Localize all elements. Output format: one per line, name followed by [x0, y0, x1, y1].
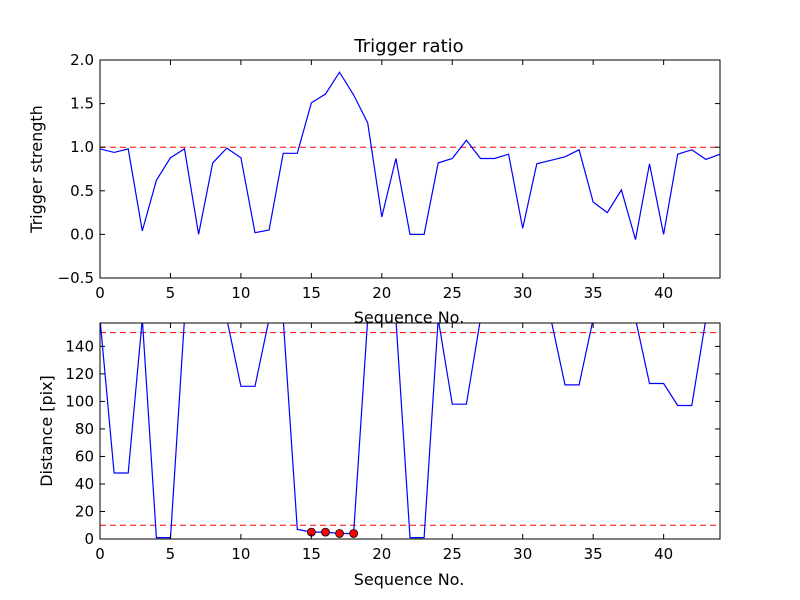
x-tick-label: 5 — [166, 545, 176, 563]
data-point — [335, 529, 344, 538]
x-tick-label: 10 — [231, 545, 250, 563]
series-layer — [100, 71, 720, 240]
y-tick-label: 120 — [65, 365, 94, 383]
y-tick-label: 100 — [65, 392, 94, 410]
y-tick-label: 40 — [75, 475, 94, 493]
x-tick-label: 40 — [654, 545, 673, 563]
x-tick-label: 15 — [302, 545, 321, 563]
y-tick-label: 80 — [75, 420, 94, 438]
plot-frame — [99, 59, 721, 279]
data-point — [321, 527, 330, 537]
y-tick-label: 1.0 — [70, 138, 94, 156]
x-tick-label: 10 — [231, 284, 250, 302]
y-axis-label: Distance [pix] — [37, 375, 56, 487]
x-axis-label: Sequence No. — [354, 570, 465, 589]
x-tick-label: 40 — [654, 284, 673, 302]
x-tick-label: 5 — [166, 284, 176, 302]
chart-title: Trigger ratio — [353, 36, 463, 57]
series-line — [100, 323, 706, 539]
trigger-ratio-panel: Trigger ratio Trigger strength Sequence … — [27, 36, 721, 327]
x-tick-label: 30 — [513, 284, 532, 302]
highlight-points — [306, 527, 359, 538]
series-layer — [100, 323, 706, 539]
y-tick-label: 0 — [84, 530, 94, 548]
y-tick-label: 0.0 — [70, 225, 94, 243]
reference-lines — [100, 332, 720, 526]
x-tick-label: 0 — [95, 284, 105, 302]
x-tick-label: 20 — [372, 545, 391, 563]
x-ticks: 0 5 10 15 20 25 30 35 40 — [95, 60, 673, 302]
x-tick-label: 20 — [372, 284, 391, 302]
y-tick-label: 1.5 — [70, 95, 94, 113]
x-ticks: 0 5 10 15 20 25 30 35 40 — [95, 323, 673, 563]
x-tick-label: 25 — [443, 545, 462, 563]
x-tick-label: 30 — [513, 545, 532, 563]
x-tick-label: 35 — [584, 284, 603, 302]
y-tick-label: 60 — [75, 447, 94, 465]
y-tick-label: −0.5 — [58, 269, 94, 287]
distance-panel: Distance [pix] Sequence No. 0 5 10 15 20 25 30… — [37, 322, 721, 589]
series-line — [100, 71, 720, 240]
y-tick-label: 2.0 — [70, 51, 94, 69]
data-point — [349, 529, 359, 538]
x-axis-label: Sequence No. — [354, 308, 465, 327]
x-tick-label: 25 — [443, 284, 462, 302]
plot-frame — [99, 322, 721, 540]
y-tick-label: 0.5 — [70, 182, 94, 200]
y-axis-label: Trigger strength — [27, 105, 46, 234]
y-tick-label: 20 — [75, 502, 94, 520]
y-tick-label: 140 — [65, 337, 94, 355]
y-ticks: −0.5 0.0 0.5 1.0 1.5 2.0 — [58, 51, 720, 287]
x-tick-label: 15 — [302, 284, 321, 302]
x-tick-label: 0 — [95, 545, 105, 563]
x-tick-label: 35 — [584, 545, 603, 563]
y-ticks: 0 20 40 60 80 100 120 140 — [65, 337, 720, 548]
